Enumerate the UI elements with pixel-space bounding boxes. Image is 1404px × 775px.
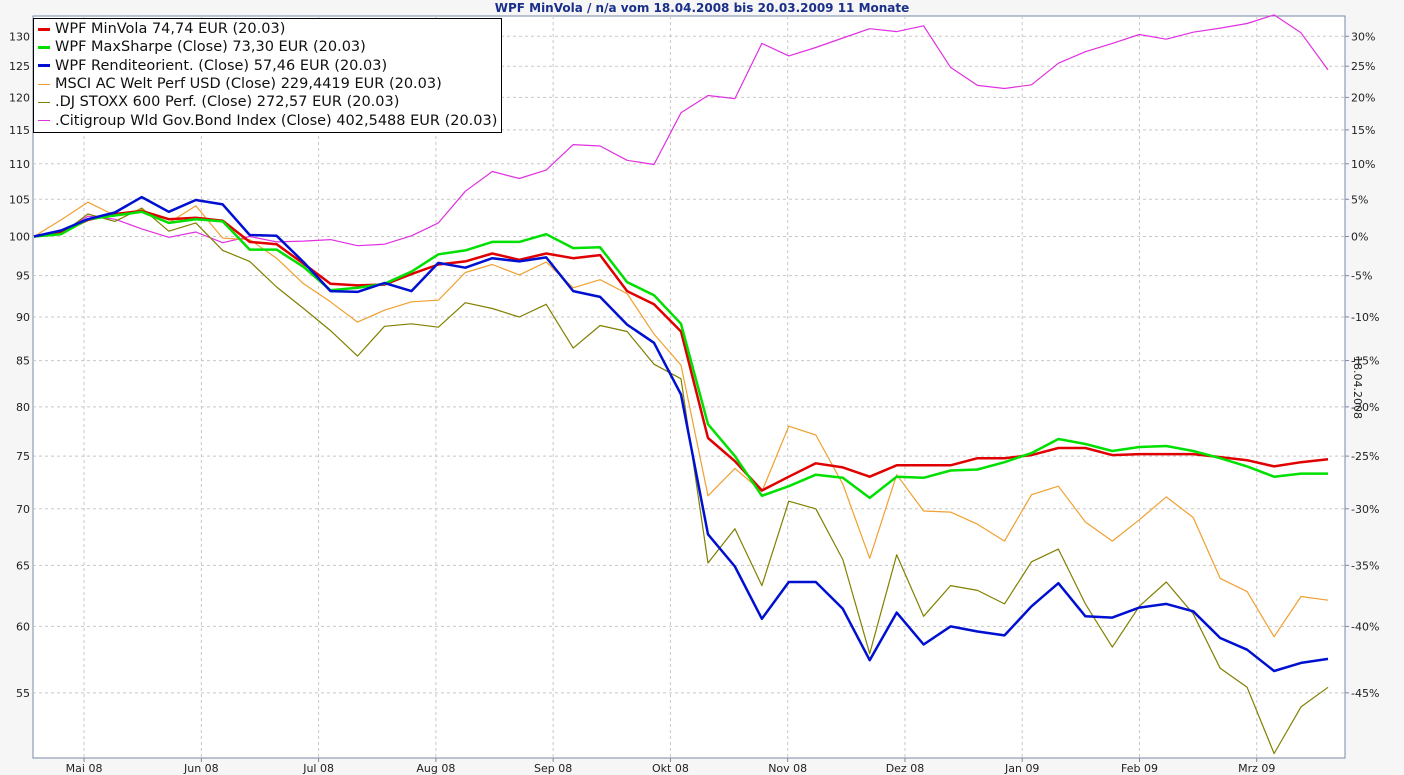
y-tick-label-right: -10% bbox=[1351, 311, 1379, 324]
y-tick-label-right: 20% bbox=[1351, 91, 1375, 104]
y-tick-label-left: 130 bbox=[9, 30, 30, 43]
y-tick-label-left: 85 bbox=[16, 355, 30, 368]
legend-swatch bbox=[38, 83, 50, 85]
legend-swatch bbox=[38, 64, 50, 68]
series-line-4 bbox=[33, 201, 1329, 638]
y-tick-label-left: 65 bbox=[16, 559, 30, 572]
legend-item: WPF MinVola 74,74 EUR (20.03) bbox=[38, 20, 497, 38]
date-label: 18.04.2008 bbox=[1351, 356, 1364, 419]
y-tick-label-right: -30% bbox=[1351, 503, 1379, 516]
x-tick-label: Dez 08 bbox=[886, 762, 925, 775]
legend-label: MSCI AC Welt Perf USD (Close) 229,4419 E… bbox=[55, 76, 442, 93]
series-line-2 bbox=[33, 210, 1328, 500]
legend-swatch bbox=[38, 27, 50, 31]
legend-swatch bbox=[38, 45, 50, 49]
x-tick-label: Mai 08 bbox=[66, 762, 103, 775]
legend-swatch bbox=[38, 120, 50, 122]
x-tick-label: Jul 08 bbox=[302, 762, 334, 775]
tick-layer: 55 60 65 70 75 80 85 90 95 100 105 110 115 120 125 130 3… bbox=[9, 30, 1379, 775]
x-tick-label: Aug 08 bbox=[416, 762, 455, 775]
y-tick-label-right: 0% bbox=[1351, 231, 1368, 244]
y-tick-label-left: 75 bbox=[16, 450, 30, 463]
y-tick-label-right: 30% bbox=[1351, 30, 1375, 43]
x-tick-label: Jan 09 bbox=[1004, 762, 1039, 775]
y-tick-label-left: 55 bbox=[16, 687, 30, 700]
plot-area bbox=[32, 15, 1346, 759]
y-tick-label-left: 60 bbox=[16, 620, 30, 633]
series-line-3 bbox=[33, 195, 1329, 673]
legend-item: WPF MaxSharpe (Close) 73,30 EUR (20.03) bbox=[38, 38, 497, 56]
y-tick-label-left: 90 bbox=[16, 311, 30, 324]
y-tick-label-right: -35% bbox=[1351, 559, 1379, 572]
y-tick-label-right: 25% bbox=[1351, 60, 1375, 73]
legend-label: .Citigroup Wld Gov.Bond Index (Close) 40… bbox=[55, 112, 498, 129]
y-tick-label-left: 105 bbox=[9, 193, 30, 206]
legend-item: MSCI AC Welt Perf USD (Close) 229,4419 E… bbox=[38, 75, 497, 93]
legend-item: .DJ STOXX 600 Perf. (Close) 272,57 EUR (… bbox=[38, 93, 497, 111]
y-tick-label-right: 15% bbox=[1351, 124, 1375, 137]
y-tick-label-right: -20% bbox=[1351, 401, 1379, 414]
y-tick-label-left: 70 bbox=[16, 503, 30, 516]
legend-label: WPF MinVola 74,74 EUR (20.03) bbox=[55, 21, 286, 38]
series-layer bbox=[33, 14, 1329, 755]
y-tick-label-right: -5% bbox=[1351, 270, 1372, 283]
series-line-6 bbox=[33, 14, 1329, 247]
y-tick-label-right: -15% bbox=[1351, 355, 1379, 368]
x-tick-label: Feb 09 bbox=[1121, 762, 1158, 775]
y-tick-label-left: 110 bbox=[9, 158, 30, 171]
legend-label: WPF Renditeorient. (Close) 57,46 EUR (20… bbox=[55, 57, 388, 74]
series-line-5 bbox=[33, 207, 1329, 755]
y-tick-label-right: 10% bbox=[1351, 158, 1375, 171]
y-tick-label-right: 5% bbox=[1351, 193, 1368, 206]
chart-title: WPF MinVola / n/a vom 18.04.2008 bis 20.… bbox=[494, 1, 910, 15]
y-tick-label-right: -40% bbox=[1351, 620, 1379, 633]
legend-item: WPF Renditeorient. (Close) 57,46 EUR (20… bbox=[38, 57, 497, 75]
x-tick-label: Nov 08 bbox=[768, 762, 807, 775]
series-line-1 bbox=[33, 209, 1329, 492]
y-tick-label-left: 95 bbox=[16, 270, 30, 283]
legend-label: .DJ STOXX 600 Perf. (Close) 272,57 EUR (… bbox=[55, 94, 400, 111]
y-tick-label-right: -25% bbox=[1351, 450, 1379, 463]
y-tick-label-left: 100 bbox=[9, 231, 30, 244]
y-tick-label-left: 120 bbox=[9, 91, 30, 104]
legend-label: WPF MaxSharpe (Close) 73,30 EUR (20.03) bbox=[55, 39, 366, 56]
x-tick-label: Jun 08 bbox=[183, 762, 219, 775]
y-tick-label-right: -45% bbox=[1351, 687, 1379, 700]
y-tick-label-left: 80 bbox=[16, 401, 30, 414]
y-tick-label-left: 115 bbox=[9, 124, 30, 137]
legend: WPF MinVola 74,74 EUR (20.03) WPF MaxShar… bbox=[33, 18, 503, 133]
legend-swatch bbox=[38, 101, 50, 103]
y-tick-label-left: 125 bbox=[9, 60, 30, 73]
x-tick-label: Mrz 09 bbox=[1238, 762, 1275, 775]
x-tick-label: Okt 08 bbox=[652, 762, 689, 775]
x-tick-label: Sep 08 bbox=[534, 762, 572, 775]
legend-item: .Citigroup Wld Gov.Bond Index (Close) 40… bbox=[38, 111, 497, 129]
